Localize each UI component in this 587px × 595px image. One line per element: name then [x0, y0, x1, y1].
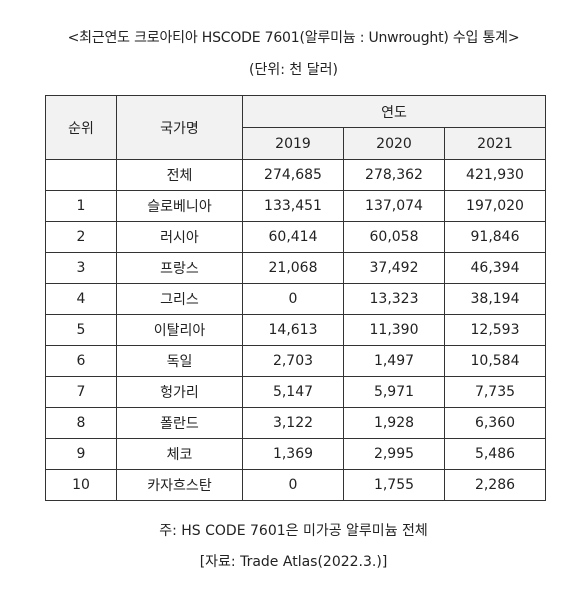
value-cell: 1,497 [343, 345, 445, 377]
value-cell: 11,390 [343, 314, 445, 346]
header-year: 2019 [242, 127, 344, 160]
footnote: 주: HS CODE 7601은 미가공 알루미늄 전체 [159, 523, 428, 539]
value-cell: 21,068 [242, 252, 344, 284]
value-cell: 0 [242, 283, 344, 315]
header-year: 2021 [444, 127, 546, 160]
page-title: <최근연도 크로아티아 HSCODE 7601(알루미늄 : Unwrought… [67, 30, 520, 46]
rank-cell: 5 [45, 314, 117, 346]
table-row: 5 이탈리아 14,613 11,390 12,593 [45, 314, 546, 346]
value-cell: 421,930 [444, 159, 546, 191]
header-country: 국가명 [116, 95, 243, 160]
country-cell: 그리스 [116, 283, 243, 315]
country-cell: 전체 [116, 159, 243, 191]
value-cell: 197,020 [444, 190, 546, 222]
value-cell: 133,451 [242, 190, 344, 222]
value-cell: 7,735 [444, 376, 546, 408]
value-cell: 37,492 [343, 252, 445, 284]
country-cell: 독일 [116, 345, 243, 377]
rank-cell: 10 [45, 469, 117, 501]
table-row: 9 체코 1,369 2,995 5,486 [45, 438, 546, 470]
country-cell: 프랑스 [116, 252, 243, 284]
rank-cell: 7 [45, 376, 117, 408]
country-cell: 체코 [116, 438, 243, 470]
value-cell: 38,194 [444, 283, 546, 315]
value-cell: 12,593 [444, 314, 546, 346]
rank-cell: 6 [45, 345, 117, 377]
table-row: 1 슬로베니아 133,451 137,074 197,020 [45, 190, 546, 222]
country-cell: 슬로베니아 [116, 190, 243, 222]
value-cell: 14,613 [242, 314, 344, 346]
rank-cell: 4 [45, 283, 117, 315]
value-cell: 5,971 [343, 376, 445, 408]
country-cell: 폴란드 [116, 407, 243, 439]
country-cell: 러시아 [116, 221, 243, 253]
value-cell: 2,286 [444, 469, 546, 501]
value-cell: 278,362 [343, 159, 445, 191]
value-cell: 60,414 [242, 221, 344, 253]
value-cell: 3,122 [242, 407, 344, 439]
source-citation: [자료: Trade Atlas(2022.3.)] [199, 554, 388, 570]
rank-cell: 8 [45, 407, 117, 439]
value-cell: 46,394 [444, 252, 546, 284]
header-year-group: 연도 [242, 95, 546, 128]
import-stats-table: 순위 국가명 연도 2019 2020 2021 전체 274,685 278,… [45, 95, 546, 501]
rank-cell: 3 [45, 252, 117, 284]
table-row: 6 독일 2,703 1,497 10,584 [45, 345, 546, 377]
rank-cell: 9 [45, 438, 117, 470]
table-row: 10 카자흐스탄 0 1,755 2,286 [45, 469, 546, 501]
value-cell: 137,074 [343, 190, 445, 222]
value-cell: 6,360 [444, 407, 546, 439]
rank-cell: 2 [45, 221, 117, 253]
unit-label: (단위: 천 달러) [249, 62, 338, 78]
country-cell: 헝가리 [116, 376, 243, 408]
value-cell: 60,058 [343, 221, 445, 253]
value-cell: 10,584 [444, 345, 546, 377]
header-rank: 순위 [45, 95, 117, 160]
value-cell: 1,369 [242, 438, 344, 470]
table-row: 2 러시아 60,414 60,058 91,846 [45, 221, 546, 253]
rank-cell: 1 [45, 190, 117, 222]
header-year: 2020 [343, 127, 445, 160]
value-cell: 0 [242, 469, 344, 501]
table-row: 8 폴란드 3,122 1,928 6,360 [45, 407, 546, 439]
value-cell: 2,703 [242, 345, 344, 377]
value-cell: 1,755 [343, 469, 445, 501]
value-cell: 274,685 [242, 159, 344, 191]
table-row: 4 그리스 0 13,323 38,194 [45, 283, 546, 315]
rank-cell [45, 159, 117, 191]
value-cell: 5,147 [242, 376, 344, 408]
country-cell: 카자흐스탄 [116, 469, 243, 501]
value-cell: 13,323 [343, 283, 445, 315]
table-row: 전체 274,685 278,362 421,930 [45, 159, 546, 191]
value-cell: 1,928 [343, 407, 445, 439]
value-cell: 2,995 [343, 438, 445, 470]
value-cell: 5,486 [444, 438, 546, 470]
value-cell: 91,846 [444, 221, 546, 253]
table-row: 3 프랑스 21,068 37,492 46,394 [45, 252, 546, 284]
table-row: 7 헝가리 5,147 5,971 7,735 [45, 376, 546, 408]
country-cell: 이탈리아 [116, 314, 243, 346]
